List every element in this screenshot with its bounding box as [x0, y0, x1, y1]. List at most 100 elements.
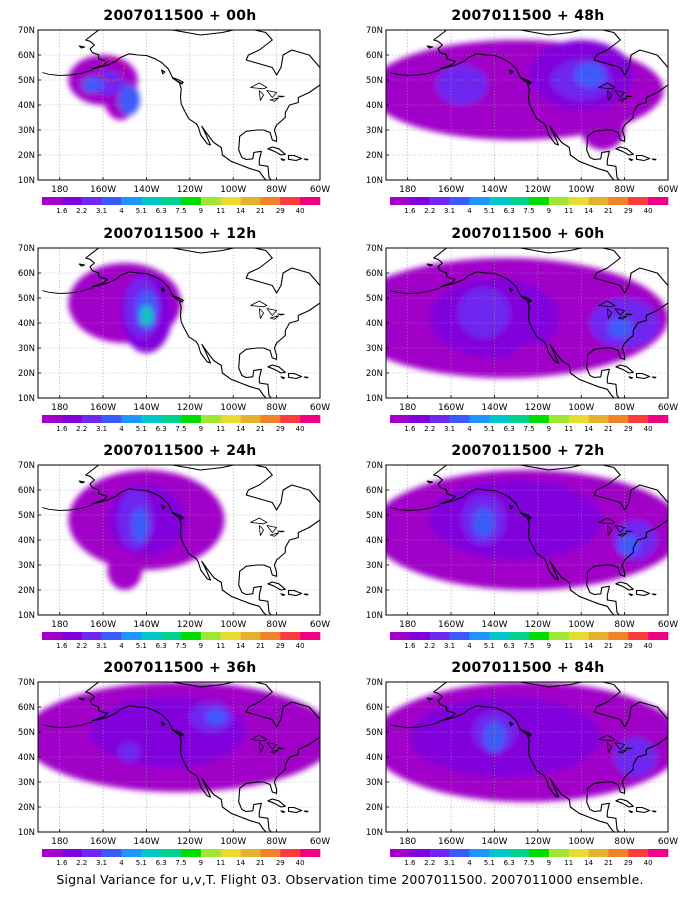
lat-tick-label: 10N: [366, 394, 383, 404]
colorbar: [42, 849, 321, 857]
lon-tick-label: 160W: [438, 837, 464, 847]
colorbar-swatch: [121, 849, 142, 857]
colorbar-swatch: [240, 197, 261, 205]
colorbar-swatch: [260, 197, 281, 205]
lat-tick-label: 20N: [18, 803, 35, 813]
lat-tick-label: 50N: [366, 511, 383, 521]
colorbar-swatch: [121, 632, 142, 640]
colorbar-label: 5.1: [484, 859, 495, 867]
colorbar-swatch: [489, 197, 510, 205]
variance-contour: [618, 535, 640, 555]
colorbar-label: 5.1: [136, 642, 147, 650]
lon-tick-label: 120W: [177, 403, 203, 413]
colorbar-label: 3.1: [444, 207, 455, 215]
lat-tick-label: 40N: [18, 101, 35, 111]
lon-tick-label: 180: [51, 837, 68, 847]
lon-tick-label: 160W: [438, 403, 464, 413]
lon-tick-label: 180: [51, 185, 68, 195]
colorbar-label: 6.3: [156, 425, 167, 433]
colorbar-swatch: [280, 415, 301, 423]
flight-track: [97, 56, 126, 84]
colorbar-swatch: [608, 197, 629, 205]
colorbar-swatch: [161, 415, 182, 423]
lon-tick-label: 140W: [133, 620, 159, 630]
colorbar-swatch: [141, 197, 162, 205]
colorbar-label: 29: [624, 207, 633, 215]
variance-contour: [205, 709, 227, 725]
colorbar-swatch: [42, 415, 63, 423]
colorbar-label: 7.5: [523, 642, 534, 650]
colorbar-swatch: [81, 415, 102, 423]
lat-tick-label: 30N: [18, 778, 35, 788]
colorbar-label: 11: [216, 207, 225, 215]
colorbar-label: 9: [199, 425, 203, 433]
colorbar-label: 9: [547, 207, 551, 215]
map-plot: 70N 60N 50N 40N 30N 20N 10N 180 160W 140W 120W 100W…: [18, 678, 330, 867]
lat-tick-label: 20N: [18, 586, 35, 596]
colorbar-label: 29: [276, 859, 285, 867]
colorbar-swatch: [141, 415, 162, 423]
colorbar-swatch: [429, 415, 450, 423]
lat-tick-label: 30N: [18, 561, 35, 571]
colorbar-swatch: [608, 849, 629, 857]
coastline: [42, 465, 320, 615]
colorbar-swatch: [529, 197, 550, 205]
lon-tick-label: 60W: [658, 403, 678, 413]
lat-tick-label: 50N: [18, 76, 35, 86]
colorbar-label: 29: [276, 642, 285, 650]
colorbar-swatch: [509, 415, 530, 423]
lat-tick-label: 50N: [366, 76, 383, 86]
colorbar-swatch: [469, 415, 490, 423]
colorbar-label: 1.6: [56, 642, 68, 650]
colorbar-swatch: [588, 849, 609, 857]
colorbar-swatch: [161, 632, 182, 640]
colorbar-label: 11: [564, 425, 573, 433]
colorbar-swatch: [141, 849, 162, 857]
colorbar-label: 40: [296, 859, 305, 867]
colorbar-swatch: [200, 632, 222, 640]
colorbar-label: 4: [119, 207, 124, 215]
colorbar-swatch: [161, 197, 182, 205]
colorbar-label: 2.2: [424, 207, 435, 215]
colorbar-swatch: [280, 849, 301, 857]
map-plot: 70N 60N 50N 40N 30N 20N 10N 180 160W 140W 120W 100W…: [366, 26, 678, 215]
colorbar-label: 6.3: [504, 425, 515, 433]
colorbar-label: 40: [644, 642, 653, 650]
panel-title: 2007011500 + 24h: [103, 443, 257, 459]
lat-tick-label: 10N: [18, 611, 35, 621]
colorbar-label: 5.1: [136, 425, 147, 433]
colorbar-label: 4: [467, 207, 472, 215]
map-plot: 70N 60N 50N 40N 30N 20N 10N 180 160W 140W 120W 100W…: [18, 26, 330, 215]
colorbar-swatch: [200, 849, 222, 857]
variance-contour: [472, 507, 495, 538]
lat-tick-label: 60N: [18, 269, 35, 279]
colorbar-label: 4: [467, 425, 472, 433]
colorbar-swatch: [81, 197, 102, 205]
figure-caption: Signal Variance for u,v,T. Flight 03. Ob…: [56, 872, 644, 887]
colorbar-swatch: [390, 632, 411, 640]
lon-tick-label: 160W: [90, 403, 116, 413]
colorbar-swatch: [449, 632, 470, 640]
lon-tick-label: 100W: [568, 403, 594, 413]
colorbar-swatch: [628, 632, 649, 640]
lon-tick-label: 140W: [481, 185, 507, 195]
colorbar-label: 9: [199, 642, 203, 650]
lon-tick-label: 180: [399, 837, 416, 847]
variance-contour: [429, 480, 603, 560]
colorbar-label: 2.2: [76, 207, 87, 215]
colorbar-swatch: [608, 632, 629, 640]
lat-tick-label: 30N: [18, 126, 35, 136]
lat-tick-label: 20N: [18, 369, 35, 379]
colorbar-label: 5.1: [484, 425, 495, 433]
lat-tick-label: 30N: [366, 344, 383, 354]
colorbar-label: 14: [236, 207, 245, 215]
colorbar-swatch: [300, 849, 321, 857]
lat-tick-label: 10N: [366, 176, 383, 186]
colorbar-label: 4: [467, 859, 472, 867]
colorbar-swatch: [220, 849, 241, 857]
colorbar-label: 6.3: [156, 859, 167, 867]
lon-tick-label: 100W: [568, 620, 594, 630]
colorbar-label: 40: [296, 425, 305, 433]
panel-title: 2007011500 + 36h: [103, 660, 257, 676]
lat-tick-label: 60N: [366, 486, 383, 496]
